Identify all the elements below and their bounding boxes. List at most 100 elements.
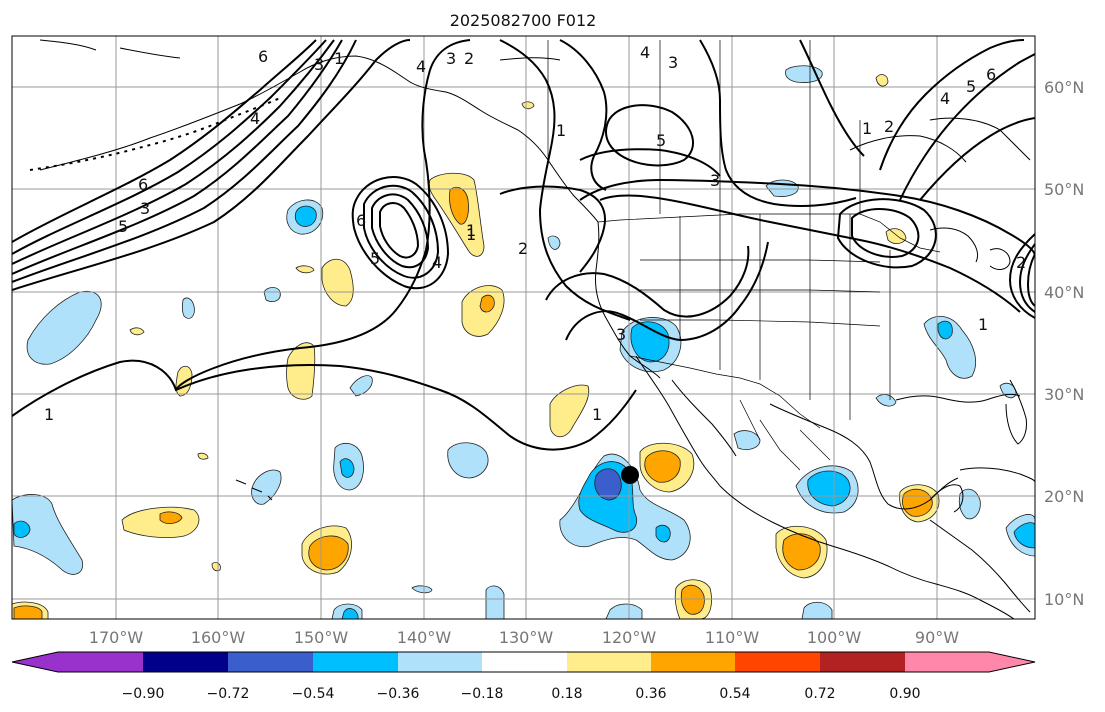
contour-label: 2 xyxy=(518,239,528,258)
contour-line xyxy=(12,39,317,243)
pos-anomaly-blob xyxy=(549,384,590,438)
colorbar-segment xyxy=(735,652,820,672)
contour-label: 5 xyxy=(370,249,380,268)
neg-anomaly-blob xyxy=(547,235,561,250)
pos-anomaly-blob xyxy=(321,258,354,307)
lon-label-160w: 160°W xyxy=(191,628,246,647)
contour-line xyxy=(12,39,343,275)
contour-line xyxy=(579,178,1035,257)
us-mexico-border xyxy=(629,355,821,429)
lat-label-30n: 30°N xyxy=(1044,385,1084,404)
contour-ring-east xyxy=(851,208,920,258)
pos-anomaly-core xyxy=(479,294,495,313)
lon-label-130w: 130°W xyxy=(499,628,554,647)
contour-ring-3 xyxy=(371,193,430,269)
neg-anomaly-blob xyxy=(733,430,761,450)
baja-california xyxy=(635,355,737,487)
colorbar-segment xyxy=(820,652,905,672)
contour-label: 3 xyxy=(710,171,720,190)
contour-line xyxy=(899,53,1035,201)
neg-anomaly-blob xyxy=(958,488,981,520)
mexico-state-lines xyxy=(739,399,831,471)
latitude-labels: 60°N 50°N 40°N 30°N 20°N 10°N xyxy=(1044,78,1084,609)
pos-anomaly-blob xyxy=(197,452,209,460)
pos-anomaly-core xyxy=(159,511,183,524)
contour-label: 6 xyxy=(138,175,148,194)
contour-ring-4 xyxy=(379,202,420,259)
neg-anomaly-core xyxy=(339,458,355,478)
colorbar-segment xyxy=(651,652,735,672)
pos-anomaly-core xyxy=(680,584,705,615)
contour-label: 6 xyxy=(258,47,268,66)
florida xyxy=(1005,379,1027,445)
lon-label-100w: 100°W xyxy=(807,628,862,647)
longitude-labels: 170°W 160°W 150°W 140°W 130°W 120°W 110°… xyxy=(89,628,959,647)
contour-line xyxy=(499,185,606,273)
figure-title: 2025082700 F012 xyxy=(450,11,597,30)
neg-anomaly-core xyxy=(807,470,851,507)
lat-label-40n: 40°N xyxy=(1044,283,1084,302)
us-west-coast xyxy=(595,221,661,379)
colorbar-label: −0.72 xyxy=(207,686,250,702)
contour-label: 5 xyxy=(966,77,976,96)
contour-line xyxy=(579,148,721,177)
pos-anomaly-core xyxy=(644,450,681,483)
contour-label: 5 xyxy=(118,217,128,236)
graticule xyxy=(12,36,1035,619)
contour-label: 1 xyxy=(466,225,476,244)
neg-anomaly-core xyxy=(294,205,317,227)
colorbar-segment xyxy=(228,652,313,672)
central-america xyxy=(929,519,1031,613)
contour-line xyxy=(12,39,335,265)
canada-us-border xyxy=(597,213,941,253)
contour-line xyxy=(919,117,1035,201)
pos-anomaly-core xyxy=(13,605,43,619)
neg-anomaly-blob xyxy=(181,297,195,319)
lat-label-10n: 10°N xyxy=(1044,590,1084,609)
colorbar-label: −0.18 xyxy=(461,686,504,702)
contour-line xyxy=(1026,253,1035,307)
lat-label-60n: 60°N xyxy=(1044,78,1084,97)
contour-line xyxy=(175,39,471,391)
contour-label: 1 xyxy=(862,119,872,138)
contour-line xyxy=(12,39,411,291)
great-lakes xyxy=(929,227,1011,270)
contour-label: 2 xyxy=(1016,253,1026,272)
storm-center-marker xyxy=(621,466,639,484)
colorbar-label: −0.90 xyxy=(122,686,165,702)
hawaii xyxy=(235,479,273,501)
colorbar-label: 0.90 xyxy=(889,686,920,702)
colorbar-segment xyxy=(58,652,143,672)
contour-line xyxy=(559,39,608,191)
contour-label: 4 xyxy=(432,253,442,272)
lat-label-20n: 20°N xyxy=(1044,487,1084,506)
contour-label: 3 xyxy=(616,325,626,344)
map-area: 6 1 3 2 4 3 1 4 5 2 6 5 4 3 3 2 1 5 6 4 xyxy=(11,35,1036,620)
contours xyxy=(12,39,1035,451)
contour-line xyxy=(799,39,865,157)
neg-anomaly-core xyxy=(630,321,670,363)
contour-label: 2 xyxy=(884,117,894,136)
neg-anomaly-blob xyxy=(263,287,281,302)
colorbar-label: 0.54 xyxy=(719,686,750,702)
colorbar xyxy=(11,651,1036,673)
lon-label-140w: 140°W xyxy=(397,628,452,647)
pos-anomaly-core xyxy=(308,535,349,571)
map-frame xyxy=(11,35,1036,620)
contour-label: 3 xyxy=(140,199,150,218)
pos-anomaly-core xyxy=(449,186,469,225)
colorbar-segment xyxy=(398,652,482,672)
neg-anomaly-blob xyxy=(485,585,505,619)
contour-line xyxy=(565,241,769,342)
pos-anomaly-blob xyxy=(286,342,316,400)
contour-line xyxy=(1008,233,1035,319)
neg-anomaly-core xyxy=(13,520,31,538)
lon-label-90w: 90°W xyxy=(915,628,959,647)
colorbar-outline xyxy=(11,651,1036,673)
neg-anomaly-blob xyxy=(447,442,489,479)
contour-line xyxy=(12,39,357,283)
contour-line xyxy=(12,359,637,451)
pos-anomaly-blob xyxy=(129,327,145,336)
neg-anomaly-blob xyxy=(875,394,897,407)
